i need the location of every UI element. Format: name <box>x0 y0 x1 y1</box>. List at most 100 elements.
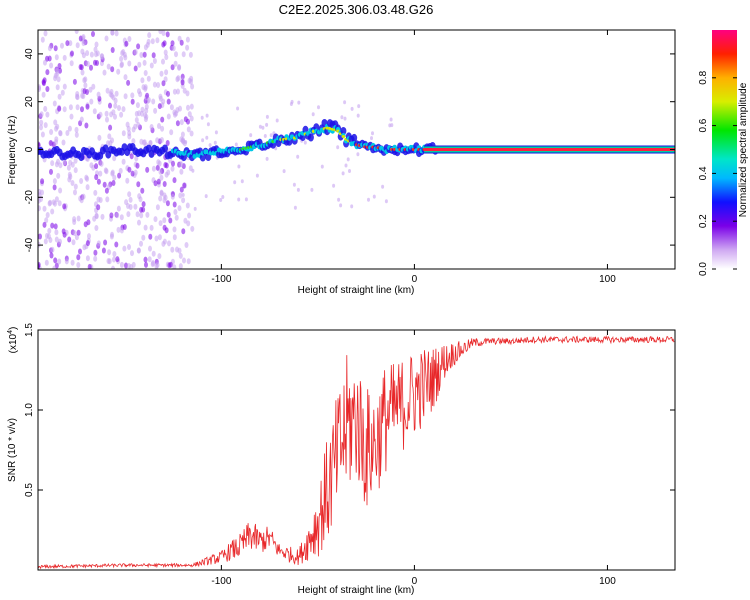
noise-dot <box>166 113 171 120</box>
noise-dot <box>234 142 238 147</box>
snr-ticks: -100 0 100 0.5 1.0 1.5 <box>24 323 675 587</box>
noise-dot <box>293 205 297 210</box>
noise-dot <box>126 263 131 269</box>
noise-dot <box>57 105 62 112</box>
noise-dot <box>39 124 43 131</box>
noise-dot <box>127 60 132 67</box>
noise-dot <box>119 62 124 69</box>
noise-dot <box>121 158 126 165</box>
noise-dot <box>49 168 53 175</box>
noise-dot <box>130 170 135 177</box>
noise-dot <box>56 76 61 83</box>
snr-frame <box>37 329 676 571</box>
noise-dot <box>115 212 120 219</box>
noise-dot <box>156 82 161 88</box>
noise-dot <box>54 139 58 146</box>
noise-dot <box>145 211 150 218</box>
noise-dot <box>172 234 177 241</box>
noise-dot <box>55 84 60 91</box>
noise-dot <box>175 120 180 127</box>
noise-dot <box>107 249 112 256</box>
noise-dot <box>119 261 124 268</box>
noise-dot <box>38 84 41 91</box>
noise-dot <box>96 178 101 185</box>
noise-dot <box>67 125 72 132</box>
noise-dot <box>68 104 73 111</box>
ridge-dot <box>341 135 346 138</box>
noise-dot <box>62 83 67 90</box>
noise-dot <box>190 83 195 90</box>
noise-dot <box>343 116 347 121</box>
noise-dot <box>74 131 79 138</box>
noise-dot <box>162 181 167 187</box>
noise-dot <box>261 125 265 130</box>
x-tick-label: 100 <box>599 576 616 587</box>
noise-dot <box>61 139 66 146</box>
noise-dot <box>116 205 121 212</box>
noise-dot <box>83 82 88 89</box>
noise-dot <box>237 164 241 169</box>
noise-dot <box>133 169 138 176</box>
noise-dot <box>87 263 92 269</box>
noise-dot <box>177 247 182 254</box>
noise-dot <box>71 239 76 246</box>
noise-dot <box>152 58 157 64</box>
noise-dot <box>269 133 273 138</box>
noise-dot <box>336 145 340 150</box>
noise-dot <box>111 94 116 101</box>
noise-dot <box>297 100 301 105</box>
noise-dot <box>265 156 269 161</box>
noise-dot <box>148 245 152 252</box>
noise-dot <box>73 167 78 174</box>
noise-dot <box>172 264 177 269</box>
noise-dot <box>126 125 131 132</box>
noise-dot <box>157 103 162 110</box>
ridge-dot <box>162 144 168 153</box>
noise-dot <box>187 77 192 84</box>
noise-dot <box>178 192 183 199</box>
noise-dot <box>166 211 171 218</box>
noise-dot <box>134 117 139 123</box>
noise-dot <box>85 184 90 191</box>
noise-dot <box>139 240 143 247</box>
noise-dot <box>131 138 136 145</box>
noise-dot <box>58 67 62 74</box>
noise-dot <box>155 137 160 144</box>
noise-dot <box>381 184 385 189</box>
noise-dot <box>137 110 142 117</box>
noise-dot <box>113 102 118 109</box>
noise-dot <box>70 259 75 266</box>
noise-dot <box>54 196 59 203</box>
noise-dot <box>179 186 184 193</box>
noise-dot <box>42 77 47 84</box>
noise-dot <box>38 233 42 240</box>
noise-dot <box>151 250 156 257</box>
colorbar-tick-label: 0.0 <box>698 262 709 276</box>
noise-dot <box>151 165 156 172</box>
noise-dot <box>43 105 48 112</box>
noise-dot <box>180 79 185 86</box>
noise-dot <box>332 183 336 188</box>
noise-dot <box>142 59 147 66</box>
noise-dot <box>135 102 140 109</box>
noise-dot <box>123 93 128 100</box>
noise-dot <box>76 262 81 268</box>
noise-dot <box>296 154 300 159</box>
noise-dot <box>356 113 360 118</box>
noise-dot <box>146 38 151 45</box>
noise-dot <box>148 233 153 240</box>
noise-dot <box>96 204 101 211</box>
noise-dot <box>137 61 142 68</box>
noise-dot <box>56 158 60 165</box>
y-tick-label: -40 <box>24 237 35 252</box>
spectrogram-panel: -100 0 100 -40 -20 0 20 40 Height of straight l… <box>7 29 676 296</box>
noise-dot <box>174 214 179 221</box>
noise-dot <box>74 126 79 133</box>
noise-dot <box>168 261 173 268</box>
noise-dot <box>149 224 154 231</box>
noise-dot <box>219 198 223 202</box>
noise-dot <box>112 251 117 257</box>
noise-dot <box>98 197 103 203</box>
noise-dot <box>92 215 97 222</box>
noise-dot <box>50 208 55 215</box>
